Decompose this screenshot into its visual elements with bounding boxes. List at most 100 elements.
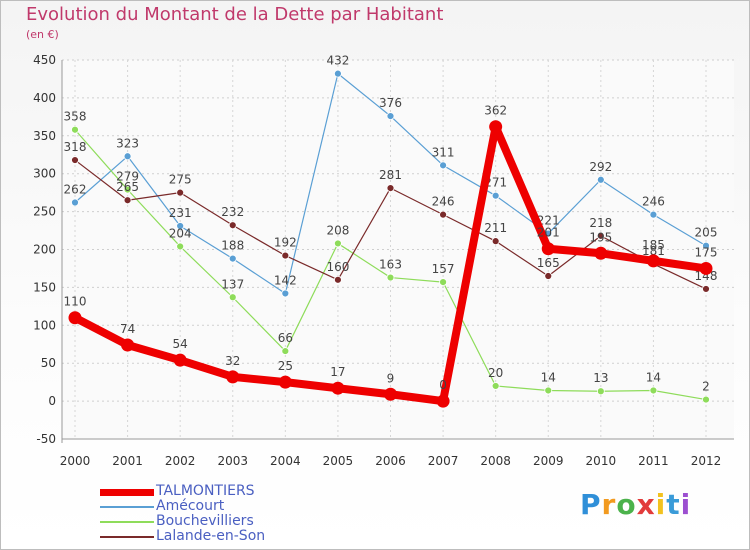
x-tick-label: 2010 (586, 454, 617, 468)
legend-label: Lalande-en-Son (156, 528, 266, 544)
y-tick-label: 300 (33, 167, 56, 181)
x-tick-label: 2009 (533, 454, 564, 468)
data-label: 246 (432, 195, 455, 209)
data-label: 279 (116, 170, 139, 184)
data-point (699, 261, 713, 275)
y-tick-label: 50 (41, 356, 56, 370)
legend: TALMONTIERS Amécourt Bouchevilliers Lalande… (100, 483, 400, 544)
data-label: 20 (488, 366, 503, 380)
data-label: 188 (221, 239, 244, 253)
data-label: 275 (169, 173, 192, 187)
data-point (596, 387, 605, 396)
data-point (491, 191, 500, 200)
data-label: 148 (695, 269, 718, 283)
data-point (176, 242, 185, 251)
data-point (596, 175, 605, 184)
data-label: 265 (116, 180, 139, 194)
data-label: 181 (642, 244, 665, 258)
data-point (281, 251, 290, 260)
data-point (702, 241, 710, 250)
data-point (544, 386, 553, 395)
legend-item: Amécourt (100, 498, 400, 514)
y-tick-label: 100 (33, 318, 56, 332)
data-point (68, 311, 82, 325)
data-label: 14 (541, 370, 556, 384)
data-label: 362 (484, 104, 507, 118)
x-tick-label: 2001 (112, 454, 143, 468)
x-tick-label: 2002 (165, 454, 196, 468)
legend-label: TALMONTIERS (156, 483, 255, 499)
x-tick-label: 2006 (375, 454, 406, 468)
data-point (594, 246, 608, 260)
data-point (439, 210, 447, 219)
data-point (541, 242, 555, 256)
data-point (228, 221, 237, 230)
data-label: 292 (589, 160, 612, 174)
x-tick-label: 2011 (638, 454, 669, 468)
data-label: 142 (274, 273, 297, 287)
data-label: 54 (173, 337, 188, 351)
data-label: 110 (64, 295, 87, 309)
x-tick-label: 2012 (691, 454, 722, 468)
data-label: 246 (642, 195, 665, 209)
y-tick-label: 400 (33, 91, 56, 105)
x-tick-label: 2000 (60, 454, 91, 468)
data-point (649, 210, 658, 219)
data-label: 160 (326, 260, 349, 274)
y-tick-label: -50 (36, 432, 56, 446)
y-tick-label: 150 (33, 280, 56, 294)
data-label: 163 (379, 258, 402, 272)
data-point (278, 375, 292, 389)
data-label: 192 (274, 236, 297, 250)
data-label: 211 (484, 221, 507, 235)
data-label: 32 (225, 354, 240, 368)
data-label: 231 (169, 206, 192, 220)
data-label: 358 (64, 110, 87, 124)
data-point (123, 185, 132, 194)
data-point (334, 69, 342, 78)
data-label: 9 (387, 371, 395, 385)
x-tick-label: 2004 (270, 454, 301, 468)
data-label: 175 (695, 245, 718, 259)
chart-title: Evolution du Montant de la Dette par Hab… (26, 4, 444, 25)
data-point (596, 231, 605, 240)
data-label: 281 (379, 168, 402, 182)
series-lalande-en-son: 318 265 275 232 192 160 281 246 211 165 218 181 148 (64, 140, 718, 293)
data-point (228, 293, 237, 302)
data-label: 432 (326, 54, 349, 68)
series-am-court: 262 323 231 188 142 432 376 311 271 221 292 246 205 (64, 54, 718, 298)
legend-item: Bouchevilliers (100, 513, 400, 529)
data-point (386, 273, 395, 282)
data-label: 2 (702, 380, 710, 394)
data-point (71, 125, 79, 134)
data-point (646, 254, 660, 268)
data-point (489, 120, 503, 134)
data-point (439, 161, 447, 170)
x-tick-label: 2005 (323, 454, 354, 468)
data-point (439, 278, 447, 286)
data-point (71, 156, 79, 164)
data-label: 205 (695, 226, 718, 240)
data-label: 204 (169, 226, 192, 240)
legend-swatch (100, 521, 154, 523)
data-point (176, 222, 185, 230)
data-label: 311 (432, 145, 455, 159)
data-label: 323 (116, 136, 139, 150)
legend-swatch (100, 488, 154, 496)
data-label: 318 (64, 140, 87, 154)
data-label: 218 (589, 216, 612, 230)
data-point (702, 395, 710, 404)
data-label: 0 (439, 378, 447, 392)
data-label: 232 (221, 205, 244, 219)
data-label: 137 (221, 277, 244, 291)
data-point (123, 152, 132, 161)
y-tick-label: 250 (33, 205, 56, 219)
data-point (226, 370, 240, 384)
data-point (544, 272, 553, 280)
x-tick-label: 2007 (428, 454, 459, 468)
series-talmontiers: 110 74 54 32 25 17 9 0 362 201 195 185 175 (64, 104, 718, 408)
data-point (386, 112, 395, 120)
data-label: 185 (642, 238, 665, 252)
legend-item: Lalande-en-Son (100, 528, 400, 544)
